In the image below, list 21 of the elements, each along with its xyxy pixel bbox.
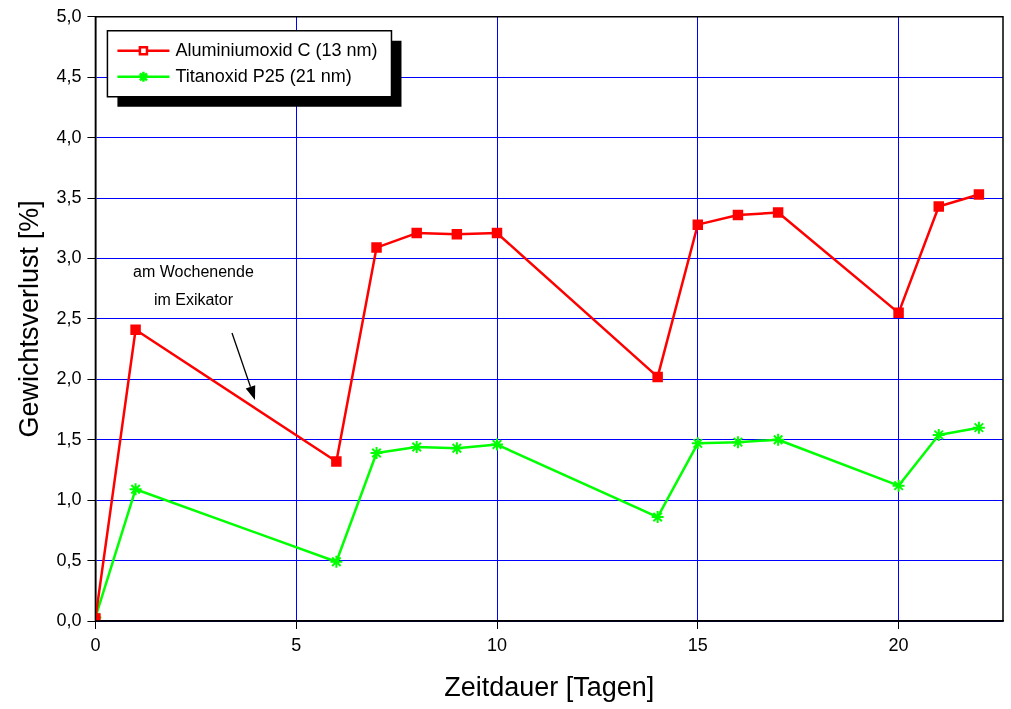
x-tick-label: 10 xyxy=(486,634,508,655)
y-tick-label: 5,0 xyxy=(56,5,82,26)
x-tick-label: 0 xyxy=(90,634,101,655)
y-tick-label: 2,0 xyxy=(56,368,82,389)
x-tick-label: 5 xyxy=(291,634,302,655)
x-tick-label: 15 xyxy=(687,634,708,655)
y-tick-label: 0,0 xyxy=(56,609,82,630)
y-tick-label: 3,5 xyxy=(56,187,82,208)
x-axis-title: Zeitdauer [Tagen] xyxy=(444,672,655,703)
x-tick-label: 20 xyxy=(888,634,909,655)
y-tick-label: 4,5 xyxy=(56,66,82,87)
legend-label: Aluminiumoxid C (13 nm) xyxy=(175,39,378,60)
y-tick-label: 1,0 xyxy=(56,489,82,510)
annotation: am Wochenende im Exikator xyxy=(133,263,254,309)
y-tick-label: 2,5 xyxy=(56,307,82,328)
y-tick-label: 4,0 xyxy=(56,126,82,147)
y-tick-label: 0,5 xyxy=(56,549,82,570)
y-tick-label: 3,0 xyxy=(56,247,82,268)
legend-label: Titanoxid P25 (21 nm) xyxy=(175,65,352,86)
y-tick-label: 1,5 xyxy=(56,428,82,449)
y-axis-title: Gewichtsverlust [%] xyxy=(13,200,44,438)
